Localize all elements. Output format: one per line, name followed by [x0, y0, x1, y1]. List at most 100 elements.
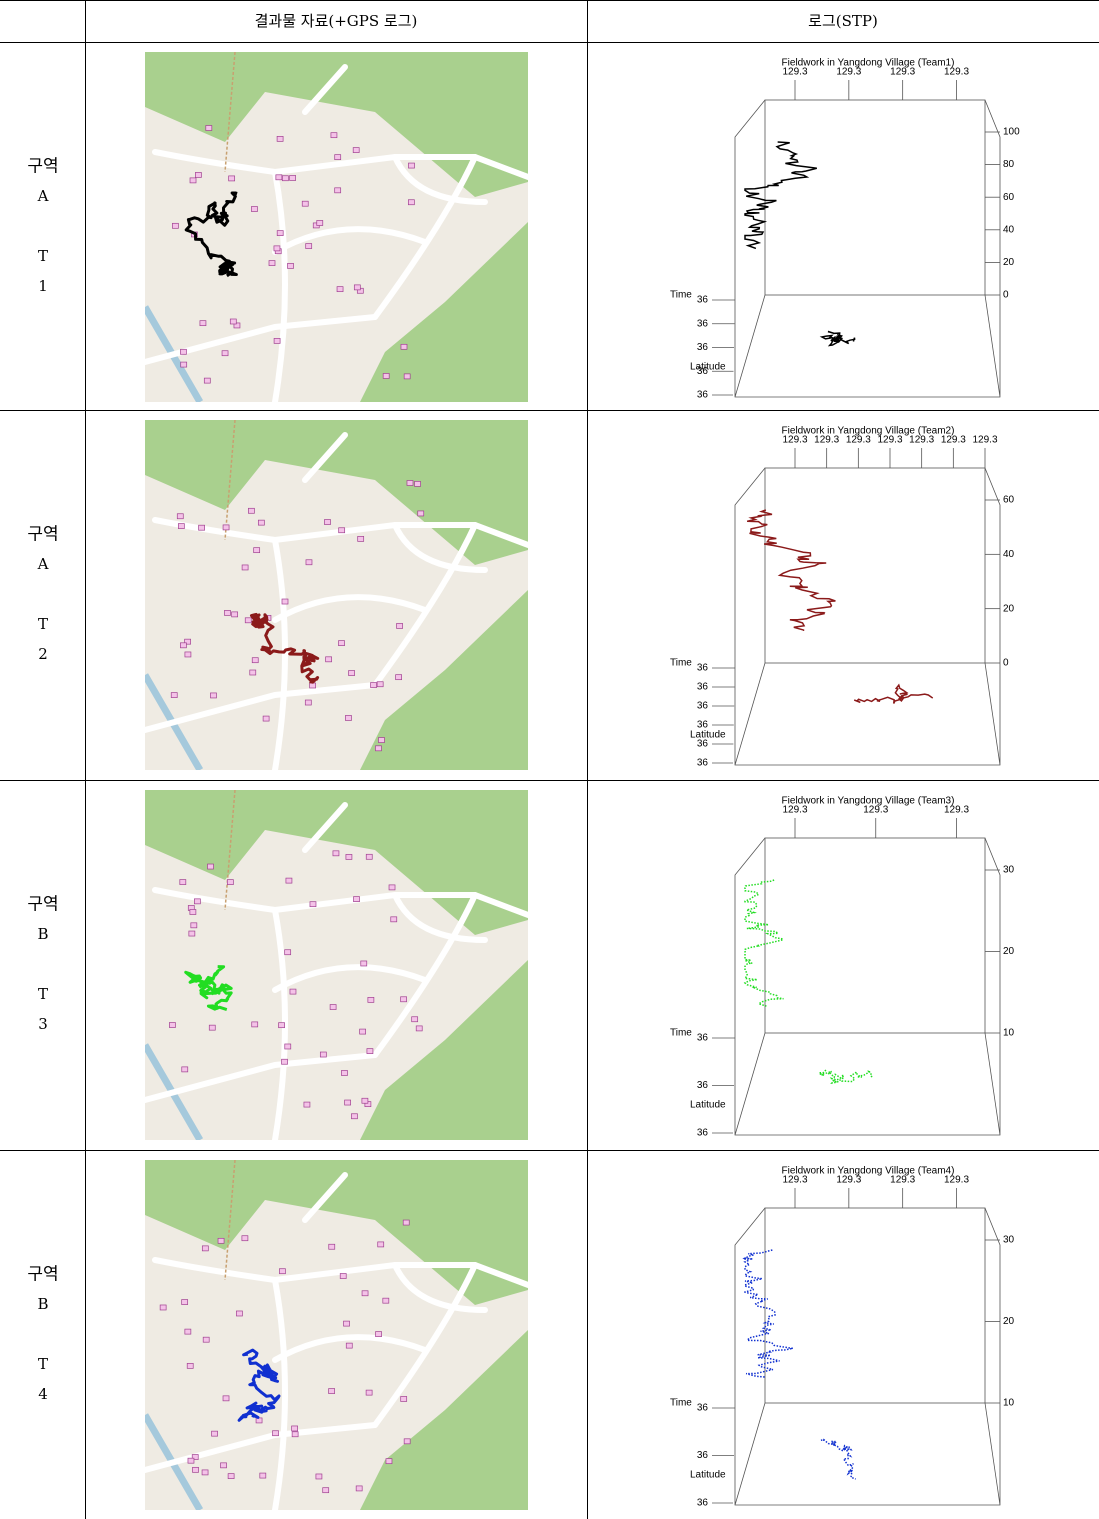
house — [199, 525, 205, 530]
house — [371, 683, 377, 688]
row-label: B — [37, 1295, 48, 1313]
lat-label: Latitude — [690, 1470, 726, 1481]
house — [354, 897, 360, 902]
box-back — [765, 838, 985, 1033]
top-tick-label: 129.3 — [846, 435, 871, 446]
house — [180, 643, 186, 648]
house — [181, 362, 187, 367]
stp-box — [735, 468, 1000, 765]
house — [178, 524, 184, 529]
house — [242, 565, 248, 570]
row-label: 2 — [38, 645, 48, 663]
house — [193, 1467, 199, 1472]
house — [335, 188, 341, 193]
house — [256, 1418, 262, 1423]
house — [383, 373, 389, 378]
house — [189, 931, 195, 936]
house — [258, 520, 264, 525]
house — [401, 344, 407, 349]
house — [408, 200, 414, 205]
top-tick-label: 129.3 — [836, 67, 861, 78]
right-tick-label: 20 — [1003, 257, 1015, 268]
house — [404, 1439, 410, 1444]
row-label: T — [38, 985, 48, 1003]
house — [346, 1343, 352, 1348]
left-tick-label: 36 — [697, 682, 709, 693]
house — [160, 1305, 166, 1310]
time-label: Time — [670, 290, 692, 301]
house — [375, 746, 381, 751]
house — [252, 658, 258, 663]
top-tick-label: 129.3 — [909, 435, 934, 446]
document-table: 결과물 자료(+GPS 로그) 로그(STP) 구역AT1Fieldwork i… — [0, 0, 1099, 1519]
box-edges — [735, 1208, 1000, 1505]
house — [223, 525, 229, 530]
house — [329, 1389, 335, 1394]
house — [195, 172, 201, 177]
right-tick-label: 100 — [1003, 127, 1020, 138]
top-tick-label: 129.3 — [944, 67, 969, 78]
stp-box — [735, 100, 1000, 397]
house — [337, 287, 343, 292]
row-label: A — [37, 187, 49, 205]
right-tick-label: 30 — [1003, 1235, 1015, 1246]
house — [339, 528, 345, 533]
house — [206, 126, 212, 131]
house — [276, 175, 282, 180]
stp-footprint — [854, 685, 933, 703]
house — [185, 652, 191, 657]
top-tick-label: 129.3 — [890, 1175, 915, 1186]
right-tick-label: 60 — [1003, 192, 1015, 203]
house — [260, 1473, 266, 1478]
left-tick-label: 36 — [697, 1033, 709, 1044]
right-tick-label: 0 — [1003, 658, 1009, 669]
house — [418, 511, 424, 516]
right-tick-label: 20 — [1003, 1316, 1015, 1327]
house — [331, 133, 337, 138]
stp-track — [745, 1250, 793, 1377]
row-label: 4 — [38, 1385, 48, 1403]
house — [227, 880, 233, 885]
right-tick-label: 20 — [1003, 603, 1015, 614]
house — [277, 136, 283, 141]
left-tick-label: 36 — [697, 295, 709, 306]
left-tick-label: 36 — [697, 1080, 709, 1091]
left-tick-label: 36 — [697, 1498, 709, 1509]
house — [397, 623, 403, 628]
house — [366, 1390, 372, 1395]
house — [354, 285, 360, 290]
house — [401, 997, 407, 1002]
stp-footprint — [819, 1070, 872, 1083]
stp-track — [745, 880, 784, 1006]
house — [368, 997, 374, 1002]
top-tick-label: 129.3 — [863, 805, 888, 816]
house — [274, 246, 280, 251]
box-edges — [735, 100, 1000, 397]
house — [282, 176, 288, 181]
house — [190, 178, 196, 183]
house — [188, 1458, 194, 1463]
stp-box — [735, 1208, 1000, 1505]
house — [305, 700, 311, 705]
header-cell: 결과물 자료(+GPS 로그) — [255, 12, 418, 30]
house — [286, 878, 292, 883]
top-tick-label: 129.3 — [877, 435, 902, 446]
map — [145, 52, 528, 402]
house — [292, 1426, 298, 1431]
house — [242, 1236, 248, 1241]
house — [221, 1463, 227, 1468]
top-tick-label: 129.3 — [782, 1175, 807, 1186]
lat-label: Latitude — [690, 362, 726, 373]
house — [360, 1029, 366, 1034]
house — [330, 1005, 336, 1010]
map — [145, 420, 528, 770]
right-tick-label: 40 — [1003, 549, 1015, 560]
house — [306, 244, 312, 249]
box-edges — [735, 838, 1000, 1135]
house — [376, 1332, 382, 1337]
house — [222, 351, 228, 356]
house — [251, 207, 257, 212]
house — [182, 1067, 188, 1072]
house — [190, 909, 196, 914]
house — [236, 1311, 242, 1316]
